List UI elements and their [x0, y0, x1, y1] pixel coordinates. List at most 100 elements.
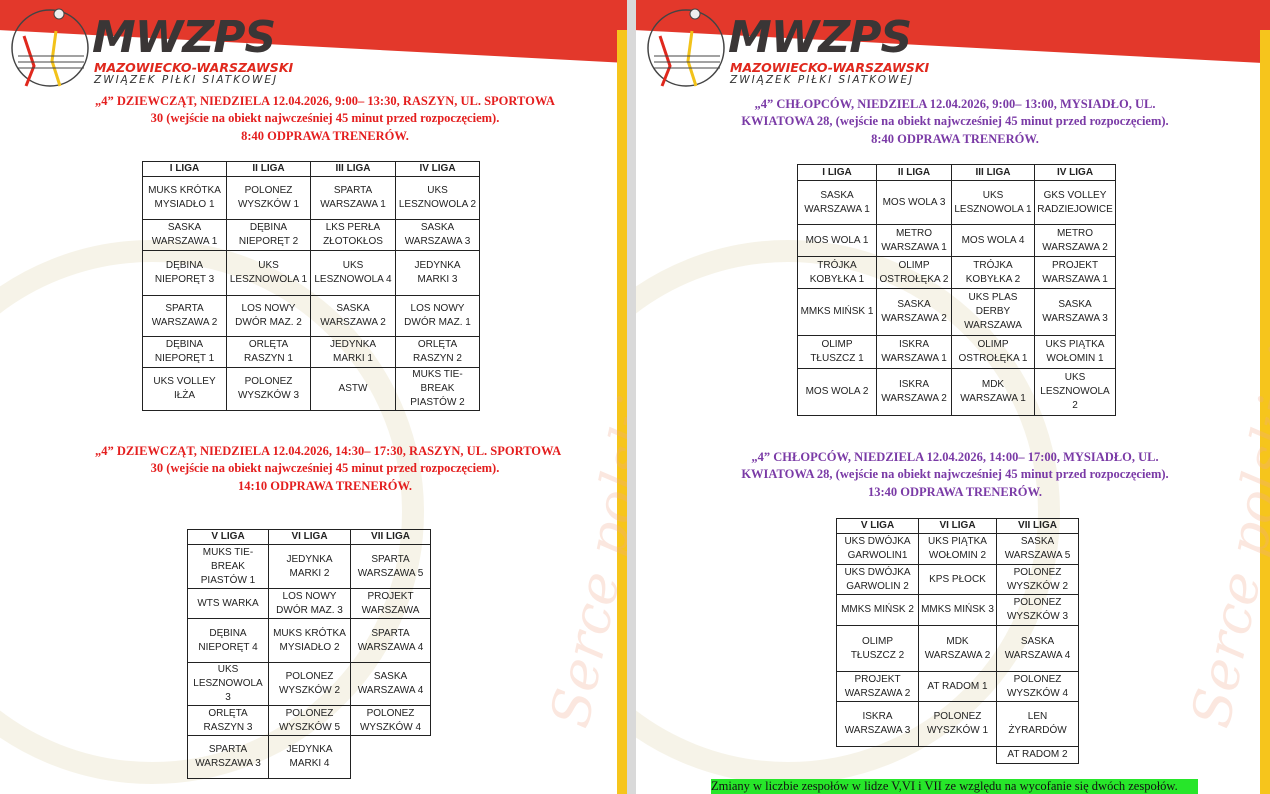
table-row: MOS WOLA 1 METRO WARSZAWA 1 MOS WOLA 4 METR… [797, 224, 1116, 257]
team-cell: ASTW [310, 367, 396, 411]
heading-line: 13:40 ODPRAWA TRENERÓW. [868, 484, 1042, 499]
team-cell: MOS WOLA 2 [797, 368, 877, 416]
table-row: UKS LESZNOWOLA 3 POLONEZ WYSZKÓW 2 SASKA W… [187, 662, 431, 706]
team-cell: UKS LESZNOWOLA 4 [310, 250, 396, 296]
team-cell: DĘBINA NIEPORĘT 1 [142, 336, 227, 368]
team-cell: SPARTA WARSZAWA 3 [187, 735, 269, 779]
team-cell: SPARTA WARSZAWA 2 [142, 295, 227, 337]
team-cell: OLIMP OSTROŁĘKA 1 [951, 335, 1035, 369]
empty-cell [351, 736, 431, 779]
team-cell: UKS LESZNOWOLA 3 [187, 662, 269, 706]
league-table: V LIGA VI LIGA VII LIGA MUKS TIE-BREAK PIAS… [187, 529, 431, 779]
team-cell: WTS WARKA [187, 588, 269, 619]
team-cell: POLONEZ WYSZKÓW 1 [226, 176, 311, 220]
team-cell: UKS LESZNOWOLA 1 [226, 250, 311, 296]
team-cell: MUKS KRÓTKA MYSIADŁO 1 [142, 176, 227, 220]
team-cell: PROJEKT WARSZAWA 2 [836, 671, 919, 702]
team-cell: UKS LESZNOWOLA 2 [395, 176, 480, 220]
team-cell: POLONEZ WYSZKÓW 2 [268, 662, 351, 706]
table-row: ORLĘTA RASZYN 3 POLONEZ WYSZKÓW 5 POLONEZ … [187, 705, 431, 736]
team-cell: LOS NOWY DWÓR MAZ. 1 [395, 295, 480, 337]
team-cell: MMKS MIŃSK 3 [918, 594, 997, 626]
team-cell: MUKS KRÓTKA MYSIADŁO 2 [268, 618, 351, 663]
table-row: DĘBINA NIEPORĘT 1 ORLĘTA RASZYN 1 JEDYNKA … [142, 336, 480, 368]
team-cell: LOS NOWY DWÓR MAZ. 2 [226, 295, 311, 337]
column-header: I LIGA [142, 161, 227, 177]
team-cell: POLONEZ WYSZKÓW 1 [918, 701, 997, 747]
table-row: OLIMP TŁUSZCZ 2 MDK WARSZAWA 2 SASKA WARSZ… [836, 625, 1079, 672]
team-cell: SASKA WARSZAWA 4 [996, 625, 1079, 672]
team-cell: SASKA WARSZAWA 4 [350, 662, 431, 706]
team-cell: AT RADOM 2 [996, 746, 1079, 764]
team-cell: METRO WARSZAWA 2 [1034, 224, 1116, 257]
column-header: III LIGA [951, 164, 1035, 181]
league-table: I LIGA II LIGA III LIGA IV LIGA SASKA WARSZA… [797, 164, 1116, 416]
team-cell: SASKA WARSZAWA 1 [142, 219, 227, 251]
heading-line: 30 (wejście na obiekt najwcześniej 45 mi… [150, 461, 500, 476]
team-cell: JEDYNKA MARKI 4 [268, 735, 351, 779]
logo-line1: MAZOWIECKO-WARSZAWSKI [94, 60, 294, 75]
team-cell: KPS PŁOCK [918, 564, 997, 595]
team-cell: DĘBINA NIEPORĘT 2 [226, 219, 311, 251]
team-cell: JEDYNKA MARKI 2 [268, 544, 351, 589]
team-cell: ORLĘTA RASZYN 2 [395, 336, 480, 368]
team-cell: DĘBINA NIEPORĘT 4 [187, 618, 269, 663]
team-cell: PROJEKT WARSZAWA [350, 588, 431, 619]
team-cell: DĘBINA NIEPORĘT 3 [142, 250, 227, 296]
team-cell: SPARTA WARSZAWA 5 [350, 544, 431, 589]
heading-line: 8:40 ODPRAWA TRENERÓW. [871, 131, 1039, 146]
team-cell: MOS WOLA 1 [797, 224, 877, 257]
column-header: V LIGA [187, 529, 269, 545]
heading-line: 14:10 ODPRAWA TRENERÓW. [238, 478, 412, 493]
heading-line: „4” CHŁOPCÓW, NIEDZIELA 12.04.2026, 14:0… [751, 450, 1159, 464]
team-cell: POLONEZ WYSZKÓW 5 [268, 705, 351, 736]
section-heading: „4” DZIEWCZĄT, NIEDZIELA 12.04.2026, 9:0… [95, 93, 555, 145]
team-cell: GKS VOLLEY RADZIEJOWICE [1034, 180, 1116, 225]
team-cell: SASKA WARSZAWA 3 [395, 219, 480, 251]
table-header-row: V LIGA VI LIGA VII LIGA [187, 529, 431, 545]
team-cell: UKS PIĄTKA WOŁOMIN 1 [1034, 335, 1116, 369]
watermark: Serce polskiej siatkówki! [538, 50, 627, 733]
team-cell: ISKRA WARSZAWA 2 [876, 368, 952, 416]
heading-line: KWIATOWA 28, (wejście na obiekt najwcześ… [741, 114, 1169, 129]
team-cell: OLIMP OSTROŁĘKA 2 [876, 256, 952, 289]
table-row: SPARTA WARSZAWA 2 LOS NOWY DWÓR MAZ. 2 SAS… [142, 295, 480, 337]
team-cell: POLONEZ WYSZKÓW 3 [996, 594, 1079, 626]
team-cell: MDK WARSZAWA 2 [918, 625, 997, 672]
team-cell: ORLĘTA RASZYN 3 [187, 705, 269, 736]
team-cell: MUKS TIE-BREAK PIASTÓW 1 [187, 544, 269, 589]
team-cell: UKS VOLLEY IŁŻA [142, 367, 227, 411]
team-cell: OLIMP TŁUSZCZ 1 [797, 335, 877, 369]
team-cell: ISKRA WARSZAWA 1 [876, 335, 952, 369]
team-cell: UKS DWÓJKA GARWOLIN 2 [836, 564, 919, 595]
team-cell: TRÓJKA KOBYŁKA 2 [951, 256, 1035, 289]
team-cell: UKS LESZNOWOLA 2 [1034, 368, 1116, 416]
table-row: DĘBINA NIEPORĘT 3 UKS LESZNOWOLA 1 UKS LES… [142, 250, 480, 296]
team-cell: LOS NOWY DWÓR MAZ. 3 [268, 588, 351, 619]
league-table: I LIGA II LIGA III LIGA IV LIGA MUKS KRÓTKA … [142, 161, 480, 411]
table-row: UKS DWÓJKA GARWOLIN 2 KPS PŁOCK POLONEZ WY… [836, 564, 1079, 595]
team-cell: ORLĘTA RASZYN 1 [226, 336, 311, 368]
column-header: II LIGA [226, 161, 311, 177]
table-row: AT RADOM 2 [837, 746, 1079, 764]
team-cell: MMKS MIŃSK 2 [836, 594, 919, 626]
heading-line: „4” CHŁOPCÓW, NIEDZIELA 12.04.2026, 9:00… [754, 97, 1156, 111]
watermark: Serce polskiej siatkówki! [1179, 50, 1270, 733]
team-cell: UKS PIĄTKA WOŁOMIN 2 [918, 533, 997, 565]
column-header: VII LIGA [996, 518, 1079, 534]
table-row: OLIMP TŁUSZCZ 1 ISKRA WARSZAWA 1 OLIMP OST… [797, 335, 1116, 369]
team-cell: OLIMP TŁUSZCZ 2 [836, 625, 919, 672]
column-header: II LIGA [876, 164, 952, 181]
table-row: MMKS MIŃSK 2 MMKS MIŃSK 3 POLONEZ WYSZKÓW … [836, 594, 1079, 626]
logo-abbr: MWZPS [92, 12, 276, 63]
table-row: ISKRA WARSZAWA 3 POLONEZ WYSZKÓW 1 LEN ŻYR… [836, 701, 1079, 747]
logo-abbr: MWZPS [728, 12, 912, 63]
column-header: VI LIGA [268, 529, 351, 545]
team-cell: JEDYNKA MARKI 1 [310, 336, 396, 368]
team-cell: MOS WOLA 3 [876, 180, 952, 225]
team-cell: ISKRA WARSZAWA 3 [836, 701, 919, 747]
team-cell: SASKA WARSZAWA 3 [1034, 288, 1116, 336]
table-row: PROJEKT WARSZAWA 2 AT RADOM 1 POLONEZ WYSZ… [836, 671, 1079, 702]
volleyball-players-icon [647, 8, 725, 87]
